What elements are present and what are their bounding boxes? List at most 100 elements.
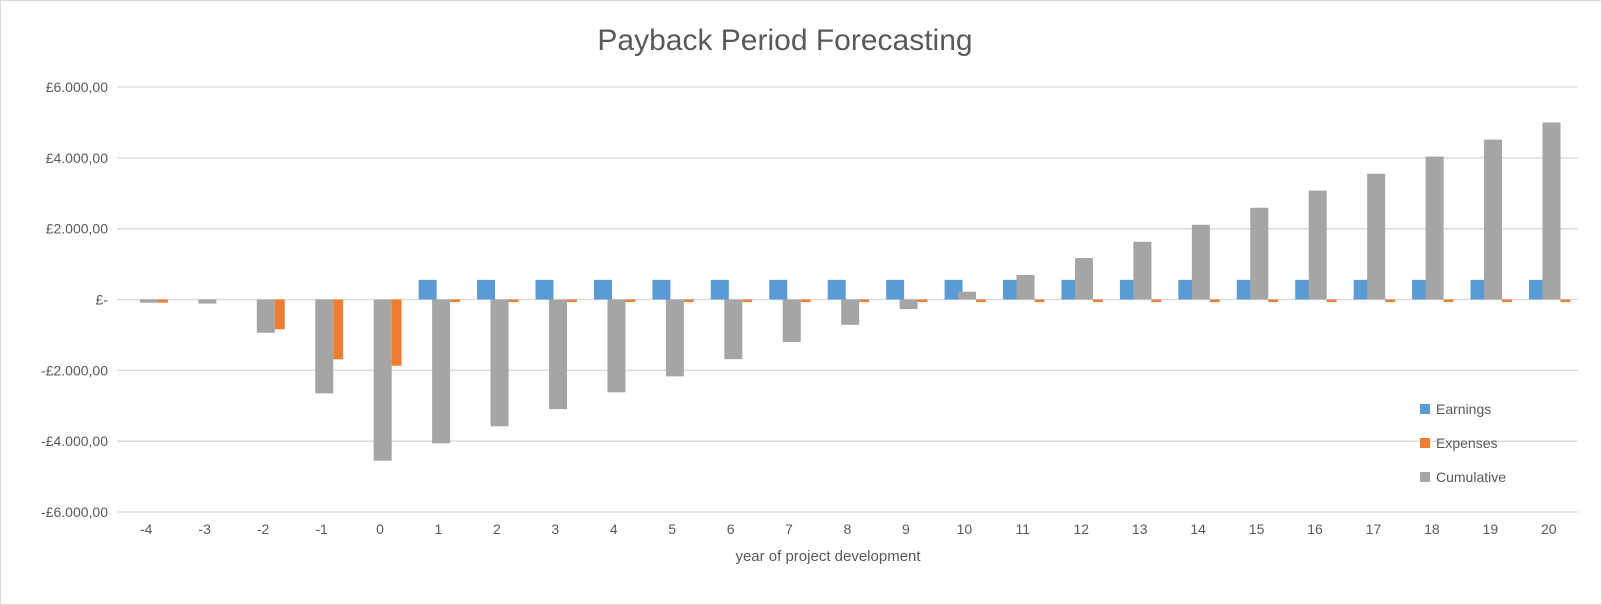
bar-cumulative-7: [782, 299, 801, 342]
bar-expenses-14: [1209, 299, 1220, 302]
bar-cumulative-12: [1074, 258, 1093, 300]
bar-expenses-8: [859, 299, 870, 302]
bar-cumulative-13: [1133, 241, 1152, 300]
x-tick-label: 16: [1307, 521, 1323, 537]
bar-cumulative-6: [724, 299, 743, 360]
bar-expenses--2: [274, 299, 285, 330]
x-tick-label: 7: [785, 521, 793, 537]
bar-cumulative-19: [1484, 139, 1503, 300]
bar-expenses-3: [567, 299, 577, 302]
bar-earnings-3: [535, 279, 554, 300]
x-tick-label: 13: [1132, 521, 1148, 537]
bar-cumulative-15: [1250, 207, 1269, 300]
bar-cumulative--2: [256, 299, 275, 333]
x-tick-label: 15: [1249, 521, 1265, 537]
bar-expenses-13: [1151, 299, 1162, 302]
bar-cumulative-10: [958, 291, 977, 300]
y-tick-label: -£2.000,00: [41, 362, 108, 378]
x-axis-tick-labels: -4 -3 -2 -1 0 1 2 3 4 5 6 7 8 9 10 11 12 13 14 15 16 17 18 19 20: [140, 521, 1557, 537]
bar-expenses-4: [625, 299, 636, 302]
bar-cumulative--3: [198, 299, 217, 304]
bar-cumulative-2: [490, 299, 509, 427]
x-tick-label: -3: [198, 521, 211, 537]
bar-expenses-11: [1034, 299, 1045, 302]
bar-cumulative--4: [139, 299, 158, 303]
bar-earnings-1: [418, 279, 437, 300]
x-tick-label: 19: [1483, 521, 1499, 537]
bar-expenses-20: [1560, 299, 1571, 302]
bar-earnings-7: [769, 279, 788, 300]
y-tick-label: -£6.000,00: [41, 504, 108, 520]
bar-cumulative-14: [1191, 224, 1210, 300]
bar-expenses--1: [333, 299, 344, 360]
bar-cumulative-9: [899, 299, 918, 310]
y-tick-label: -£4.000,00: [41, 433, 108, 449]
legend-swatch-earnings: [1420, 404, 1430, 414]
bar-earnings-9: [886, 279, 905, 300]
bar-expenses-5: [683, 299, 694, 302]
bar-cumulative-17: [1367, 173, 1386, 300]
x-axis-title: year of project development: [735, 548, 921, 565]
x-tick-label: 11: [1016, 521, 1031, 537]
x-tick-label: -1: [315, 521, 328, 537]
x-tick-label: 17: [1366, 521, 1382, 537]
bar-cumulative-3: [549, 299, 567, 410]
x-tick-label: -4: [140, 521, 153, 537]
bars: [139, 122, 1571, 461]
bar-expenses-10: [976, 299, 986, 302]
bar-earnings-4: [593, 279, 612, 300]
bar-cumulative-4: [607, 299, 626, 393]
x-tick-label: 20: [1541, 521, 1557, 537]
legend: Earnings Expenses Cumulative: [1420, 401, 1506, 485]
legend-swatch-cumulative: [1420, 472, 1430, 482]
x-tick-label: 0: [376, 521, 384, 537]
x-tick-label: 12: [1073, 521, 1089, 537]
y-tick-label: £2.000,00: [46, 221, 108, 237]
x-tick-label: -2: [257, 521, 270, 537]
gridlines: [117, 86, 1578, 513]
bar-expenses-12: [1092, 299, 1103, 302]
legend-swatch-expenses: [1420, 438, 1430, 448]
bar-expenses-15: [1268, 299, 1279, 302]
bar-expenses-19: [1502, 299, 1512, 302]
bar-earnings-5: [652, 279, 671, 300]
bar-expenses-1: [450, 299, 461, 302]
bar-expenses-18: [1443, 299, 1454, 302]
legend-label-expenses: Expenses: [1436, 435, 1497, 451]
bar-expenses-17: [1385, 299, 1396, 302]
y-tick-label: £-: [96, 292, 109, 308]
x-tick-label: 2: [493, 521, 501, 537]
y-tick-label: £4.000,00: [46, 150, 108, 166]
y-axis-tick-labels: £6.000,00 £4.000,00 £2.000,00 £- -£2.000,00 -…: [41, 79, 108, 520]
x-tick-label: 5: [668, 521, 676, 537]
bar-cumulative--1: [315, 299, 334, 394]
bar-cumulative-1: [432, 299, 451, 444]
bar-earnings-8: [827, 279, 846, 300]
bar-cumulative-18: [1425, 156, 1444, 300]
bar-cumulative-0: [373, 299, 392, 461]
bar-cumulative-8: [841, 299, 860, 325]
x-tick-label: 9: [902, 521, 910, 537]
legend-label-earnings: Earnings: [1436, 401, 1491, 417]
bar-earnings-6: [710, 279, 729, 300]
bar-expenses--4: [157, 299, 168, 303]
bar-cumulative-16: [1308, 190, 1327, 300]
x-tick-label: 10: [957, 521, 973, 537]
bar-expenses-0: [391, 299, 402, 366]
bar-earnings-2: [477, 279, 496, 300]
x-tick-label: 6: [727, 521, 735, 537]
bar-cumulative-5: [665, 299, 684, 377]
x-tick-label: 4: [610, 521, 618, 537]
legend-label-cumulative: Cumulative: [1436, 469, 1506, 485]
bar-expenses-16: [1326, 299, 1337, 302]
x-tick-label: 3: [551, 521, 559, 537]
bar-expenses-9: [917, 299, 928, 302]
x-tick-label: 8: [844, 521, 852, 537]
bar-expenses-6: [742, 299, 753, 302]
x-tick-label: 1: [435, 521, 443, 537]
bar-cumulative-11: [1016, 274, 1035, 300]
y-tick-label: £6.000,00: [46, 79, 108, 95]
bar-expenses-2: [508, 299, 519, 302]
bar-expenses-7: [800, 299, 811, 302]
